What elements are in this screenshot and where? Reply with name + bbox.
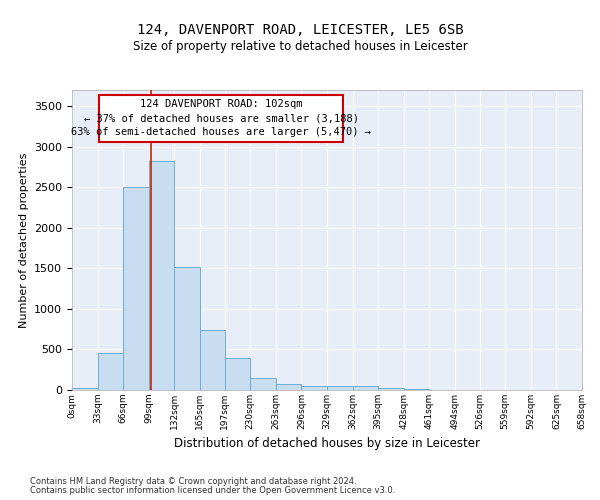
Bar	[250, 378, 276, 390]
Text: 124, DAVENPORT ROAD, LEICESTER, LE5 6SB: 124, DAVENPORT ROAD, LEICESTER, LE5 6SB	[137, 22, 463, 36]
Bar	[353, 386, 378, 390]
Bar	[404, 389, 430, 390]
X-axis label: Distribution of detached houses by size in Leicester: Distribution of detached houses by size …	[174, 438, 480, 450]
Bar	[378, 388, 404, 390]
Text: Size of property relative to detached houses in Leicester: Size of property relative to detached ho…	[133, 40, 467, 53]
Bar	[276, 384, 301, 390]
Bar	[123, 188, 149, 390]
Bar	[301, 386, 327, 390]
Bar	[98, 352, 123, 390]
Bar	[72, 388, 98, 390]
Bar	[327, 386, 353, 390]
Text: 124 DAVENPORT ROAD: 102sqm
← 37% of detached houses are smaller (3,188)
63% of s: 124 DAVENPORT ROAD: 102sqm ← 37% of deta…	[71, 100, 371, 138]
Bar	[200, 330, 224, 390]
Bar	[175, 267, 200, 390]
Bar	[224, 358, 250, 390]
Text: Contains public sector information licensed under the Open Government Licence v3: Contains public sector information licen…	[30, 486, 395, 495]
FancyBboxPatch shape	[99, 95, 343, 142]
Bar	[149, 162, 175, 390]
Text: Contains HM Land Registry data © Crown copyright and database right 2024.: Contains HM Land Registry data © Crown c…	[30, 477, 356, 486]
Y-axis label: Number of detached properties: Number of detached properties	[19, 152, 29, 328]
